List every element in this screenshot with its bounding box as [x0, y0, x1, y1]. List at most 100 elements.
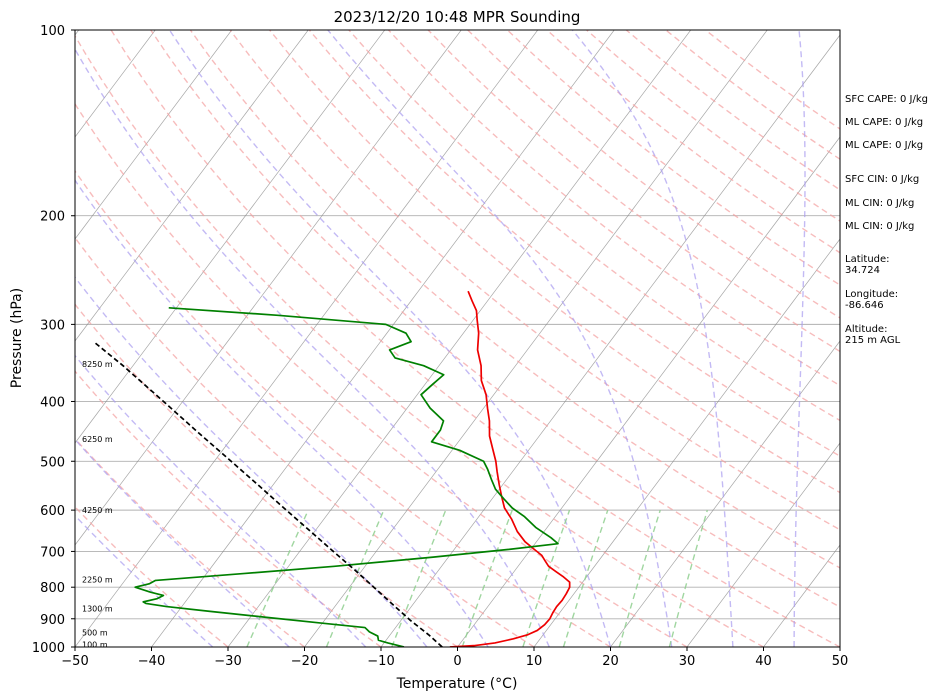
isotherm-line	[380, 34, 840, 647]
y-tick-label: 400	[40, 395, 65, 410]
info-line: ML CIN: 0 J/kg	[845, 198, 914, 209]
info-line: Latitude:	[845, 254, 890, 265]
isotherm-line	[457, 136, 840, 647]
info-line: ML CAPE: 0 J/kg	[845, 140, 923, 151]
dry-adiabat-line	[229, 30, 840, 531]
info-line: SFC CIN: 0 J/kg	[845, 174, 919, 185]
series-layer	[93, 290, 571, 647]
x-tick-label: −20	[291, 654, 318, 669]
info-line: 215 m AGL	[845, 335, 901, 346]
y-tick-label: 100	[40, 24, 65, 39]
isotherm-line	[75, 30, 462, 546]
moist-adiabat-line	[75, 514, 214, 647]
height-label: 8250 m	[82, 360, 113, 369]
height-label: 100 m	[82, 640, 108, 649]
x-tick-label: 30	[679, 654, 696, 669]
dry-adiabat-line	[75, 102, 688, 647]
dry-adiabat-line	[75, 437, 305, 647]
mixing-ratio-line	[618, 509, 661, 647]
isotherm-line	[533, 238, 840, 647]
moist-adiabat-line	[168, 30, 612, 647]
y-tick-label: 800	[40, 581, 65, 596]
isotherm-line	[227, 30, 692, 647]
x-tick-label: 50	[832, 654, 849, 669]
info-line: ML CAPE: 0 J/kg	[845, 117, 923, 128]
info-line: -86.646	[845, 300, 884, 311]
moist-adiabat-line	[75, 354, 367, 647]
dry-adiabat-line	[75, 34, 764, 647]
dry-adiabat-line	[506, 30, 840, 286]
info-panel: SFC CAPE: 0 J/kg ML CAPE: 0 J/kg ML CAPE: …	[845, 94, 928, 346]
temperature-line	[449, 290, 571, 647]
mixing-ratio-line	[325, 509, 385, 647]
mixing-ratio-line	[562, 509, 609, 647]
isotherm-line	[686, 442, 840, 647]
x-tick-label: −40	[138, 654, 165, 669]
moist-adiabat-line	[75, 438, 290, 647]
dry-adiabat-line	[75, 236, 535, 647]
height-label: 4250 m	[82, 506, 113, 515]
dry-adiabat-line	[269, 30, 840, 494]
moist-adiabat-line	[327, 30, 673, 647]
y-tick-label: 600	[40, 504, 65, 519]
isotherm-line	[0, 30, 2, 647]
grid-layer	[0, 30, 840, 647]
y-tick-label: 300	[40, 318, 65, 333]
height-label: 1300 m	[82, 604, 113, 613]
moist-adiabat-line	[75, 276, 428, 647]
mixing-ratio-line	[461, 509, 513, 647]
dewpoint-line	[134, 306, 559, 647]
info-line: Altitude:	[845, 324, 887, 335]
x-axis-title: Temperature (°C)	[396, 676, 518, 692]
dry-adiabat-line	[308, 30, 840, 457]
y-axis-title: Pressure (hPa)	[9, 288, 25, 388]
mixing-ratio-line	[668, 509, 709, 647]
y-tick-label: 700	[40, 545, 65, 560]
info-line: ML CIN: 0 J/kg	[845, 221, 914, 232]
height-labels: 100 m 500 m 1300 m 2250 m 4250 m 6250 m 8250 m	[82, 360, 113, 649]
parcel-line	[93, 341, 443, 647]
x-tick-label: 20	[602, 654, 619, 669]
moist-adiabat-line	[75, 47, 550, 647]
moist-adiabat-line	[571, 30, 734, 647]
x-tick-label: −50	[61, 654, 88, 669]
moist-adiabat-line	[75, 179, 489, 647]
isotherm-line	[75, 30, 386, 444]
y-tick-label: 1000	[32, 641, 65, 656]
y-axis-ticks: 1000 900 800 700 600 500 400 300 200 100	[32, 24, 75, 656]
chart-title: 2023/12/20 10:48 MPR Sounding	[334, 8, 581, 26]
isotherm-line	[75, 30, 233, 240]
y-tick-label: 900	[40, 613, 65, 628]
x-tick-label: 0	[453, 654, 461, 669]
height-label: 2250 m	[82, 575, 113, 584]
moist-adiabat-line	[793, 30, 806, 647]
dry-adiabat-line	[75, 169, 611, 647]
x-axis-ticks: −50 −40 −30 −20 −10 0 10 20 30 40 50	[61, 647, 848, 669]
y-tick-label: 200	[40, 210, 65, 225]
isotherm-line	[75, 30, 539, 647]
dry-adiabat-line	[189, 30, 840, 569]
background-lines	[75, 30, 840, 647]
dry-adiabat-line	[150, 30, 840, 608]
y-tick-label: 500	[40, 455, 65, 470]
mixing-ratio-line	[522, 509, 571, 647]
dry-adiabat-line	[75, 303, 458, 647]
info-line: 34.724	[845, 265, 880, 276]
info-line: Longitude:	[845, 289, 898, 300]
x-tick-label: 10	[526, 654, 543, 669]
isotherm-line	[610, 340, 840, 647]
isotherm-line	[304, 30, 768, 647]
isotherm-line	[75, 30, 309, 342]
x-tick-label: 40	[755, 654, 772, 669]
dry-adiabat-line	[110, 30, 840, 647]
x-tick-label: −10	[367, 654, 394, 669]
height-label: 500 m	[82, 629, 108, 638]
isotherm-line	[75, 30, 156, 138]
height-label: 6250 m	[82, 435, 113, 444]
x-tick-label: −30	[214, 654, 241, 669]
info-line: SFC CAPE: 0 J/kg	[845, 94, 928, 105]
dry-adiabat-line	[427, 30, 840, 353]
mixing-ratio-line	[246, 509, 309, 647]
dry-adiabat-line	[467, 30, 840, 319]
